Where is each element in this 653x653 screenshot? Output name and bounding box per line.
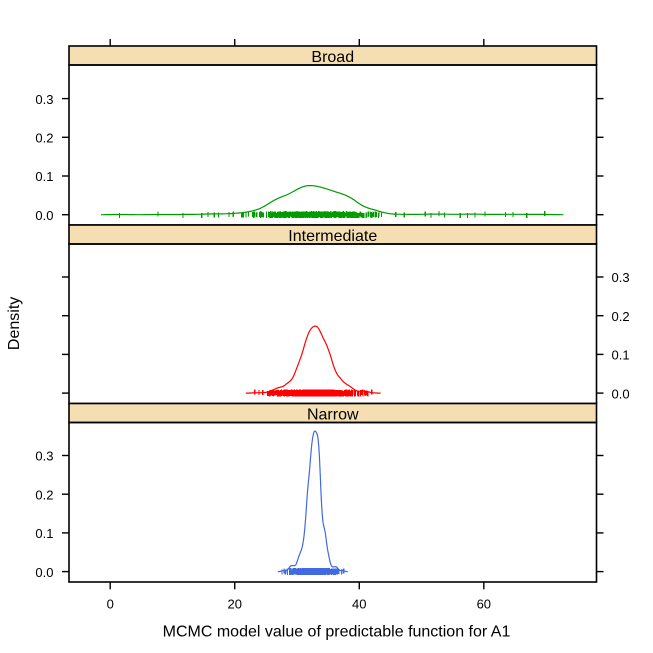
svg-text:0.1: 0.1 — [35, 526, 53, 541]
svg-text:0.3: 0.3 — [35, 449, 53, 464]
svg-text:60: 60 — [477, 597, 491, 612]
svg-text:0.0: 0.0 — [35, 208, 53, 223]
svg-text:0.2: 0.2 — [612, 309, 630, 324]
svg-text:0.3: 0.3 — [612, 270, 630, 285]
svg-text:0: 0 — [107, 597, 114, 612]
svg-text:20: 20 — [228, 597, 242, 612]
svg-text:Density: Density — [6, 297, 23, 350]
svg-text:Intermediate: Intermediate — [288, 228, 377, 245]
svg-text:40: 40 — [352, 597, 366, 612]
svg-text:MCMC model value of predictabl: MCMC model value of predictable function… — [163, 624, 511, 641]
svg-text:0.0: 0.0 — [612, 386, 630, 401]
svg-text:0.1: 0.1 — [612, 348, 630, 363]
svg-text:0.2: 0.2 — [35, 131, 53, 146]
svg-text:Broad: Broad — [311, 49, 354, 66]
svg-text:0.1: 0.1 — [35, 169, 53, 184]
svg-text:0.2: 0.2 — [35, 487, 53, 502]
svg-text:0.0: 0.0 — [35, 565, 53, 580]
svg-text:0.3: 0.3 — [35, 92, 53, 107]
svg-text:Narrow: Narrow — [307, 407, 359, 424]
